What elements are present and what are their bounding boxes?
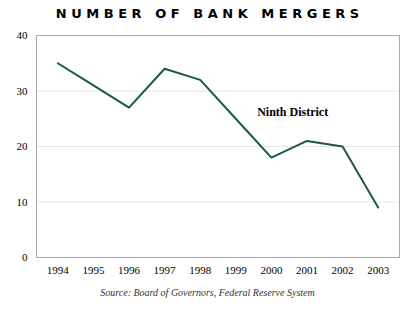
svg-text:1997: 1997 <box>154 264 177 276</box>
svg-text:20: 20 <box>17 140 29 152</box>
html-text:N U M B E R O F B A N K M E R: N U M B E R O F B A N K M E R G E R S <box>55 6 360 21</box>
svg-text:30: 30 <box>17 85 29 97</box>
html-text:Source: Board of Governors, Fe: Source: Board of Governors, Federal Rese… <box>100 287 315 298</box>
svg-text:10: 10 <box>17 196 29 208</box>
svg-text:Ninth District: Ninth District <box>257 105 328 119</box>
svg-text:40: 40 <box>17 29 29 41</box>
svg-text:2003: 2003 <box>367 264 390 276</box>
svg-text:2002: 2002 <box>332 264 354 276</box>
svg-text:1996: 1996 <box>118 264 141 276</box>
svg-text:1998: 1998 <box>189 264 212 276</box>
svg-text:1994: 1994 <box>47 264 69 276</box>
svg-text:0: 0 <box>22 251 28 263</box>
svg-text:1999: 1999 <box>225 264 248 276</box>
svg-text:2000: 2000 <box>260 264 283 276</box>
svg-text:1995: 1995 <box>82 264 105 276</box>
svg-text:2001: 2001 <box>296 264 318 276</box>
